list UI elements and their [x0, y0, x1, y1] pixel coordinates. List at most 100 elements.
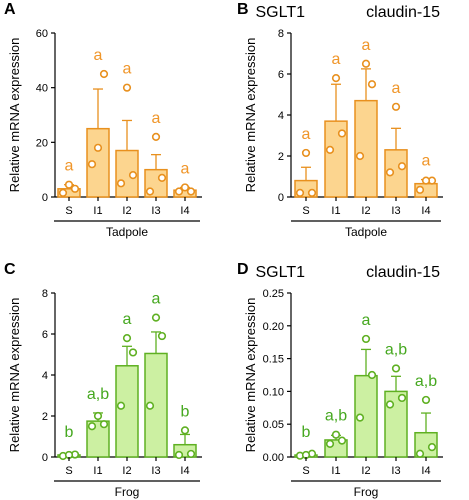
- significance-letter: a,b: [87, 386, 109, 403]
- data-point: [180, 183, 190, 192]
- data-point: [145, 187, 155, 196]
- data-point: [367, 80, 377, 89]
- panel-c: C SGLT1 Relative mRNA expression 0 2 4 6 8 Sb I1 a…: [4, 261, 305, 499]
- group-label: Frog: [354, 485, 379, 499]
- data-point: [157, 173, 167, 182]
- x-tick-label: I2: [122, 465, 131, 477]
- y-tick-label: 0.25: [263, 288, 284, 300]
- data-point: [99, 69, 109, 79]
- group-label: Tadpole: [106, 225, 148, 239]
- data-point: [116, 179, 126, 188]
- data-point: [93, 411, 103, 421]
- data-point: [186, 187, 196, 196]
- data-point: [151, 313, 161, 322]
- significance-letter: a: [65, 158, 74, 175]
- significance-letter: b: [65, 424, 74, 441]
- y-tick-label: 2: [278, 151, 284, 163]
- significance-letter: a: [362, 312, 371, 329]
- data-point: [70, 184, 80, 193]
- y-tick-label: 6: [42, 329, 48, 341]
- significance-letter: a,b: [415, 373, 437, 390]
- y-tick-label: 0.00: [263, 452, 284, 464]
- panel-title: SGLT1: [256, 264, 306, 281]
- y-tick-label: 40: [36, 83, 48, 95]
- y-tick-label: 0.05: [263, 419, 284, 431]
- data-point: [391, 102, 401, 111]
- data-point: [180, 426, 190, 435]
- panel-letter: B: [237, 1, 249, 18]
- y-tick-label: 0.15: [263, 354, 284, 366]
- x-tick-label: S: [65, 205, 72, 217]
- group-label: Tadpole: [345, 225, 387, 239]
- x-tick-label: S: [302, 205, 309, 217]
- data-point: [295, 188, 305, 197]
- data-point: [157, 331, 167, 341]
- data-point: [361, 59, 371, 68]
- data-point: [307, 188, 317, 197]
- data-point: [122, 83, 132, 92]
- data-point: [145, 401, 155, 410]
- data-point: [427, 443, 437, 452]
- data-point: [116, 401, 126, 410]
- significance-letter: a: [181, 160, 190, 177]
- y-axis-label: Relative mRNA expression: [243, 298, 258, 453]
- data-point: [337, 129, 347, 138]
- significance-letter: a: [123, 311, 132, 328]
- data-point: [385, 400, 395, 409]
- y-tick-label: 6: [278, 69, 284, 81]
- significance-letter: a,b: [385, 341, 407, 358]
- significance-letter: a: [332, 51, 341, 68]
- significance-letter: a: [152, 110, 161, 127]
- x-tick-label: S: [302, 465, 309, 477]
- data-point: [151, 132, 161, 141]
- data-point: [337, 436, 347, 445]
- y-tick-label: 4: [278, 110, 284, 122]
- x-tick-label: I2: [361, 465, 370, 477]
- panel-a: A SGLT1 Relative mRNA expression 0 20 40 60 Sa I…: [4, 1, 305, 239]
- y-tick-label: 0: [278, 192, 284, 204]
- data-point: [87, 422, 97, 431]
- data-point: [122, 334, 132, 343]
- y-tick-label: 20: [36, 137, 48, 149]
- x-tick-label: I3: [151, 205, 160, 217]
- bar: [354, 99, 378, 198]
- significance-letter: b: [181, 403, 190, 420]
- data-point: [128, 348, 138, 357]
- data-point: [325, 145, 335, 154]
- panel-title: SGLT1: [256, 4, 306, 21]
- panel-letter: C: [4, 261, 16, 278]
- panel-title: claudin-15: [366, 264, 440, 281]
- significance-letter: a: [392, 80, 401, 97]
- data-point: [421, 395, 431, 405]
- group-label: Frog: [115, 485, 140, 499]
- data-point: [174, 450, 184, 460]
- data-point: [58, 188, 68, 197]
- data-point: [415, 449, 425, 458]
- y-axis-label: Relative mRNA expression: [7, 38, 22, 193]
- data-point: [385, 168, 395, 177]
- data-point: [367, 370, 377, 380]
- data-point: [415, 185, 425, 194]
- data-point: [99, 420, 109, 429]
- significance-letter: a: [123, 61, 132, 78]
- x-tick-label: S: [65, 465, 72, 477]
- y-tick-label: 8: [42, 288, 48, 300]
- y-tick-label: 60: [36, 28, 48, 40]
- y-tick-label: 0.10: [263, 386, 284, 398]
- panel-title: claudin-15: [366, 4, 440, 21]
- y-tick-label: 8: [278, 28, 284, 40]
- y-tick-label: 2: [42, 411, 48, 423]
- data-point: [87, 160, 97, 169]
- x-tick-label: I2: [122, 205, 131, 217]
- significance-letter: a: [152, 291, 161, 308]
- data-point: [64, 180, 74, 189]
- data-point: [331, 430, 341, 439]
- x-tick-label: I1: [93, 205, 102, 217]
- y-tick-label: 0: [42, 452, 48, 464]
- panel-letter: A: [4, 1, 16, 18]
- y-axis-label: Relative mRNA expression: [7, 298, 22, 453]
- significance-letter: a: [422, 153, 431, 170]
- data-point: [391, 364, 401, 373]
